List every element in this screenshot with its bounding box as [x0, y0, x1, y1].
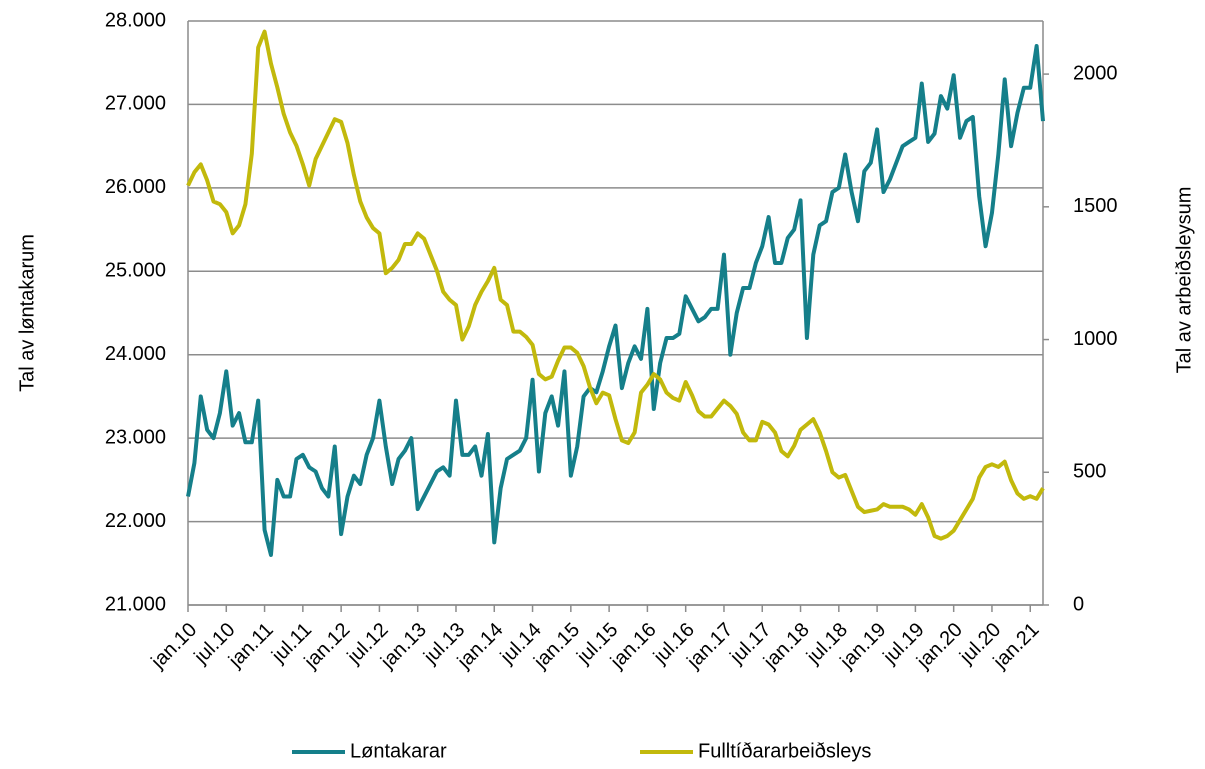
y2-tick-label: 500	[1073, 461, 1106, 483]
legend-label: Fulltíðararbeiðsleys	[698, 740, 871, 762]
y2-axis-label: Tal av arbeiðsleysum	[1173, 187, 1195, 374]
y-tick-label: 25.000	[105, 260, 166, 282]
y-tick-label: 21.000	[105, 593, 166, 615]
y-tick-label: 28.000	[105, 9, 166, 31]
y-tick-label: 23.000	[105, 426, 166, 448]
x-tick-label: jan.11	[224, 619, 278, 673]
series-line	[186, 29, 1045, 541]
y2-tick-label: 1000	[1073, 328, 1118, 350]
y-tick-label: 22.000	[105, 510, 166, 532]
series-line	[186, 44, 1045, 557]
y2-tick-label: 2000	[1073, 62, 1118, 84]
y-tick-label: 27.000	[105, 93, 166, 115]
y-tick-label: 26.000	[105, 176, 166, 198]
x-tick-label: jan.10	[146, 619, 201, 674]
y-tick-label: 24.000	[105, 343, 166, 365]
y2-tick-label: 1500	[1073, 195, 1118, 217]
y2-tick-label: 0	[1073, 593, 1084, 615]
y-axis-label: Tal av løntakarum	[16, 234, 38, 392]
legend-label: Løntakarar	[350, 740, 447, 762]
